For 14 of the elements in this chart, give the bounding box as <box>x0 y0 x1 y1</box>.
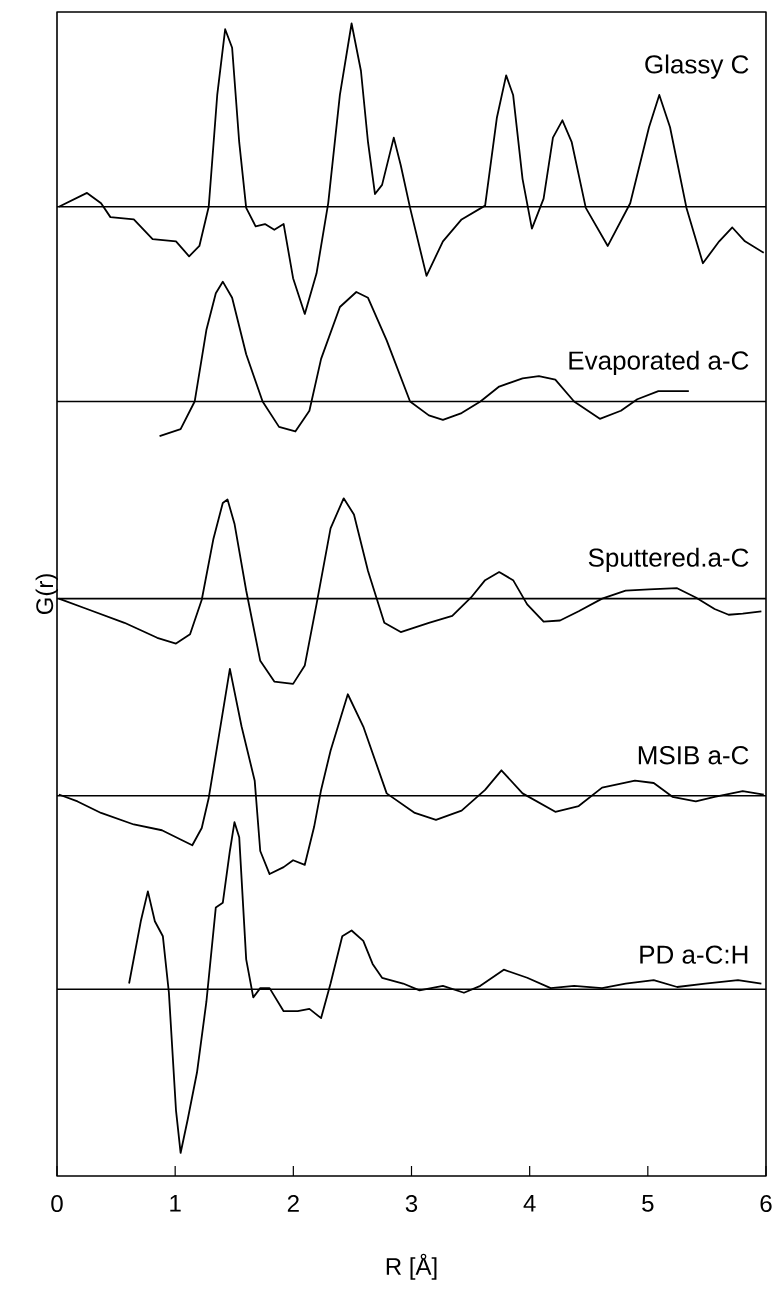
series-label: MSIB a-C <box>638 746 749 765</box>
x-tick-label: 4 <box>523 1195 536 1212</box>
series-label: PD a-C:H <box>640 945 748 964</box>
x-tick-label: 3 <box>405 1195 418 1213</box>
y-axis-title: G(r) <box>35 574 58 615</box>
series-label: Glassy C <box>645 54 749 79</box>
x-tick-label: 1 <box>170 1195 181 1212</box>
x-axis-title: R [Å] <box>386 1253 437 1280</box>
x-tick-label: 5 <box>642 1195 654 1212</box>
series-label: Sputtered.a-C <box>588 547 749 572</box>
x-tick-label: 2 <box>287 1195 299 1212</box>
x-tick-label: 6 <box>760 1195 772 1213</box>
x-tick-label: 0 <box>51 1195 63 1213</box>
series-label: Evaporated a-C <box>569 350 749 375</box>
